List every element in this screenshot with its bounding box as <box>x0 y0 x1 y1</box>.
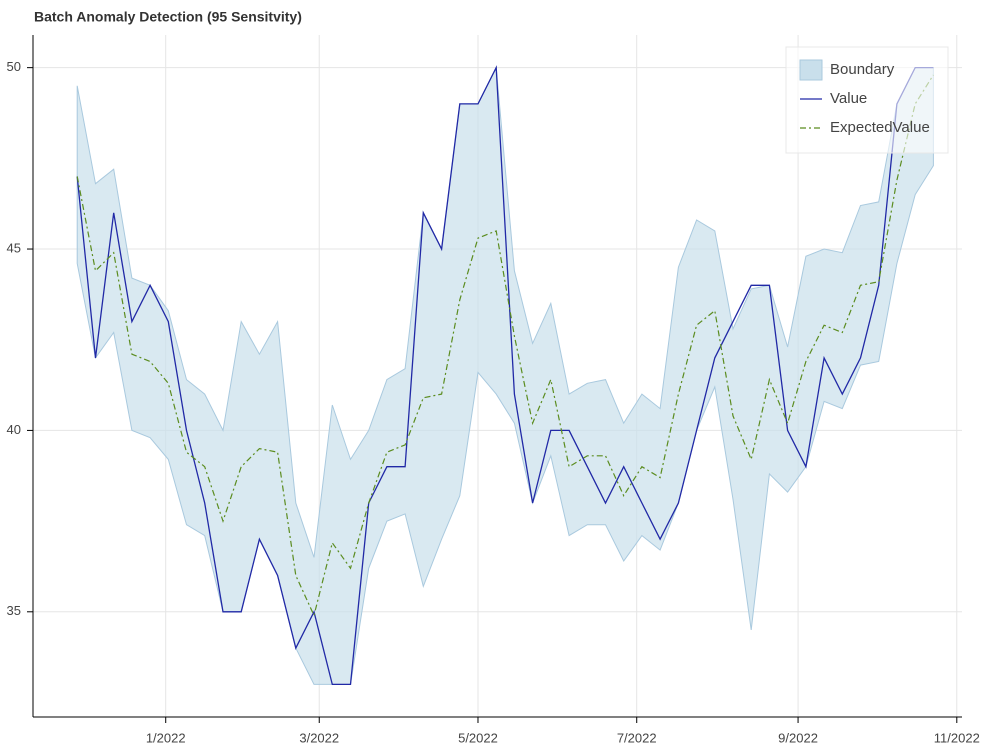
series-line <box>76 74 934 618</box>
legend-swatch <box>799 59 823 81</box>
y-tick-label: 40 <box>7 422 21 437</box>
x-tick-label: 7/2022 <box>617 730 657 745</box>
legend-text: Boundary <box>830 61 895 78</box>
legend-text: ExpectedValue <box>830 119 930 136</box>
boundary-area <box>76 65 934 685</box>
y-tick-label: 45 <box>7 240 21 255</box>
x-tick-label: 5/2022 <box>458 730 498 745</box>
chart-title: Batch Anomaly Detection (95 Sensitvity) <box>34 9 302 25</box>
legend-text: Value <box>830 90 867 107</box>
series-line <box>76 65 934 686</box>
y-tick-label: 50 <box>7 59 21 74</box>
x-tick-label: 3/2022 <box>299 730 339 745</box>
y-tick-label: 35 <box>7 603 21 618</box>
x-tick-label: 9/2022 <box>778 730 818 745</box>
x-tick-label: 11/2022 <box>934 730 980 745</box>
x-tick-label: 1/2022 <box>146 730 186 745</box>
